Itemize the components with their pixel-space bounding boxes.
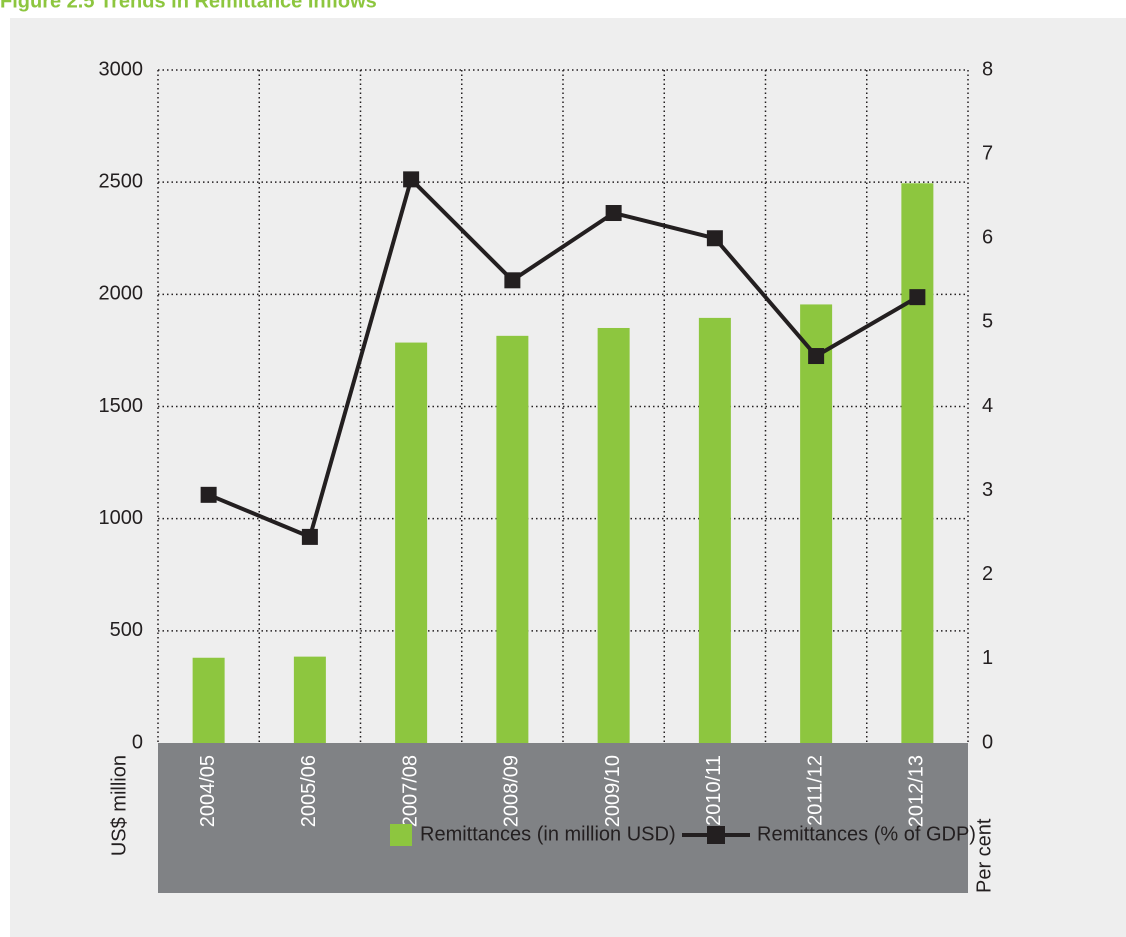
legend-marker xyxy=(707,826,725,844)
marker xyxy=(504,272,521,289)
y-tick-label: 500 xyxy=(110,619,143,641)
y2-tick-label: 4 xyxy=(982,395,993,417)
line xyxy=(207,175,919,540)
bar xyxy=(293,656,326,743)
x-tick-label: 2010/11 xyxy=(703,755,725,826)
y-tick-label: 1000 xyxy=(99,507,144,529)
y2-tick-label: 7 xyxy=(982,142,993,164)
bar xyxy=(698,317,731,743)
y-tick-label: 2000 xyxy=(99,283,144,305)
chart-title: Figure 2.5 Trends in Remittance Inflows xyxy=(0,0,377,12)
y2-tick-label: 2 xyxy=(982,563,993,585)
y2-tick-label: 0 xyxy=(982,731,993,753)
bar xyxy=(496,335,529,743)
y2-tick-label: 8 xyxy=(982,58,993,80)
y2-tick-label: 5 xyxy=(982,311,993,333)
bar xyxy=(597,327,630,743)
marker xyxy=(808,348,825,365)
x-tick-label: 2004/05 xyxy=(197,755,219,827)
y-tick-label: 0 xyxy=(132,731,143,753)
legend-swatch xyxy=(390,824,412,846)
y-tick-label: 1500 xyxy=(99,395,144,417)
marker xyxy=(706,230,723,247)
y2-tick-label: 1 xyxy=(982,647,993,669)
marker xyxy=(605,205,622,222)
x-tick-label: 2011/12 xyxy=(804,755,826,826)
bar xyxy=(800,304,833,743)
legend-label: Remittances (% of GDP) xyxy=(757,823,976,845)
y2-tick-label: 6 xyxy=(982,227,993,249)
marker xyxy=(200,486,217,503)
x-tick-label: 2008/09 xyxy=(501,755,523,827)
y-tick-label: 3000 xyxy=(99,58,144,80)
x-tick-label: 2005/06 xyxy=(298,755,320,827)
marker xyxy=(403,171,420,188)
x-tick-label: 2009/10 xyxy=(602,755,624,827)
bar xyxy=(192,657,225,743)
bar xyxy=(395,342,428,743)
marker xyxy=(909,289,926,306)
legend-label: Remittances (in million USD) xyxy=(420,823,676,845)
bar xyxy=(901,183,934,743)
y2-axis-label: Per cent xyxy=(973,818,995,893)
x-tick-label: 2012/13 xyxy=(906,755,928,827)
y2-tick-label: 3 xyxy=(982,479,993,501)
x-tick-label: 2007/08 xyxy=(399,755,421,827)
y-tick-label: 2500 xyxy=(99,170,144,192)
y-axis-label: US$ million xyxy=(108,755,130,856)
marker xyxy=(301,528,318,545)
category-band xyxy=(158,743,968,893)
